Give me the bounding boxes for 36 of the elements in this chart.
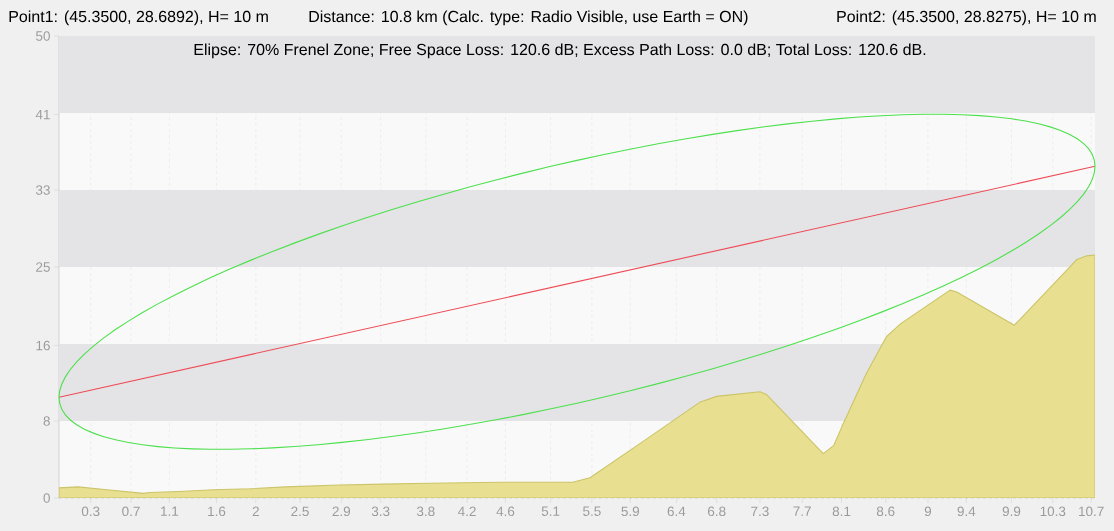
x-tick-label: 3.3 [371,506,390,517]
x-tick-label: 5.5 [583,506,601,516]
x-tick-label: 6.4 [667,506,686,517]
text: Point2: (45.3500, 28.8275), H= 10 m [837,10,1096,26]
x-tick-label: 1.1 [161,506,179,516]
x-tick-label: 1.6 [208,506,226,517]
x-tick-label: 10.3 [1040,506,1066,517]
y-tick-label: 33 [35,185,50,195]
x-tick-label: 0.7 [122,506,140,517]
x-tick-label: 7.7 [793,506,811,516]
x-tick-label: 2.9 [332,506,351,517]
text: Point1: (45.3500, 28.6892), H= 10 m [9,10,268,26]
x-tick-label: 10.7 [1079,506,1104,517]
x-tick-label: 0.3 [81,506,100,517]
x-tick-label: 9 [924,506,932,517]
x-tick-label: 9.4 [957,506,976,517]
y-tick-label: 0 [43,493,50,503]
y-tick-label: 50 [35,31,50,41]
x-tick-label: 4.6 [496,506,515,517]
x-tick-label: 6.8 [708,506,726,517]
x-tick-label: 5.9 [621,506,640,517]
x-tick-label: 8.6 [876,506,895,517]
chart-title: Distance: 10.8 km (Calc. type: Radio Visible, use Earth = ON) [309,10,748,26]
y-tick-label: 8 [43,416,50,426]
y-tick-label: 16 [36,340,50,351]
chart-subtitle: Elipse: 70% Frenel Zone; Free Space Loss: 120.6 dB; Excess Path Loss: 0.0 dB; Total Loss: 120.6 dB. [194,43,926,59]
y-tick-label: 41 [35,109,50,120]
x-tick-label: 7.3 [751,506,769,517]
x-tick-label: 5.1 [541,506,560,516]
x-tick-label: 4.2 [458,506,476,516]
x-tick-label: 9.9 [1002,506,1021,517]
x-tick-label: 3.8 [416,506,435,517]
x-tick-label: 8.1 [832,506,851,517]
x-tick-label: 2.5 [291,506,309,517]
x-tick-label: 2 [252,506,259,516]
y-tick-label: 25 [36,262,50,272]
